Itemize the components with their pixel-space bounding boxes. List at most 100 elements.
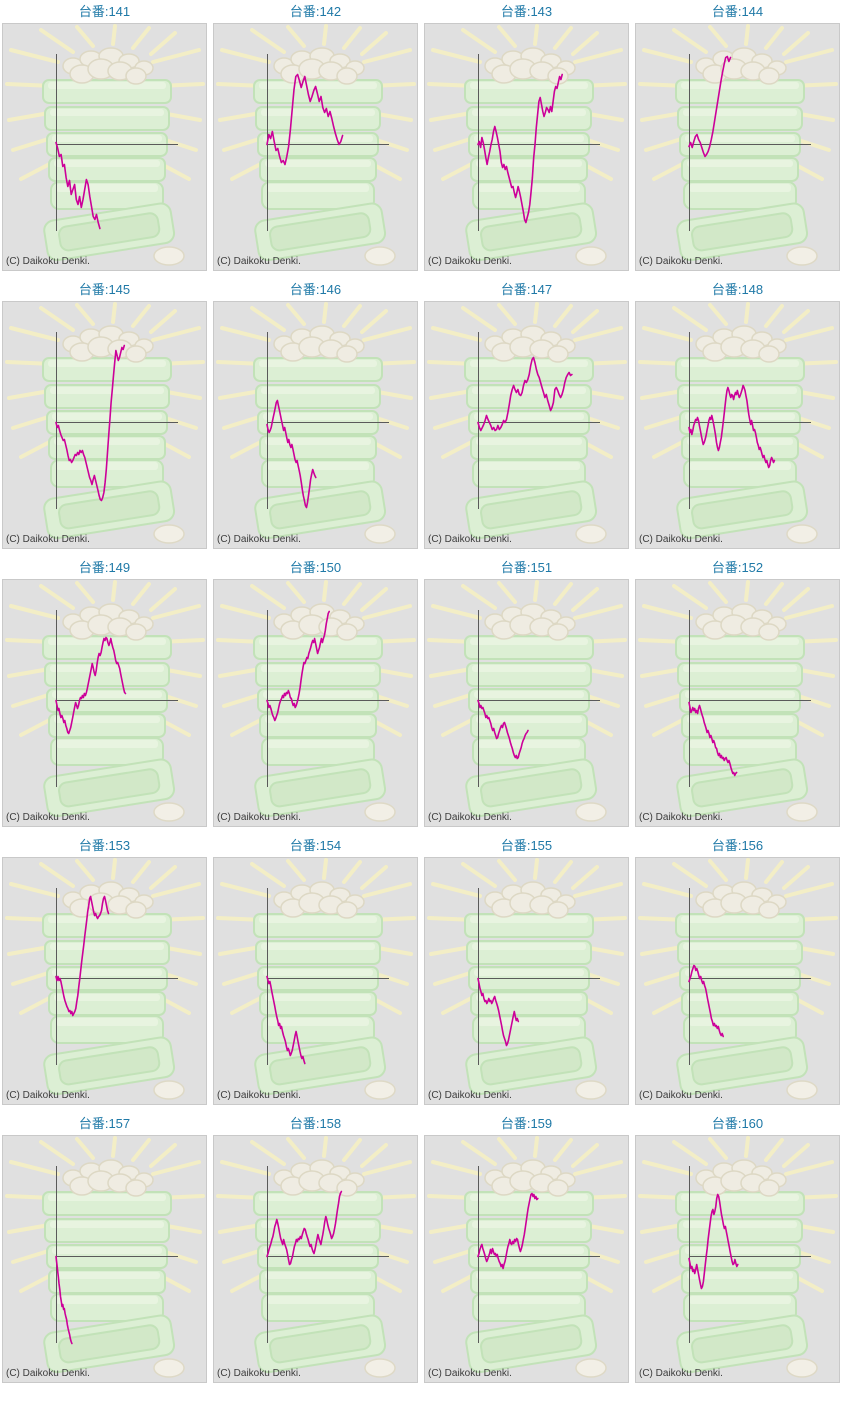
machine-chart-block: 台番:152 (C) Daikoku Denki. — [635, 558, 840, 827]
machine-title[interactable]: 台番:148 — [711, 282, 764, 297]
chart-panel: (C) Daikoku Denki. — [635, 857, 840, 1105]
slump-graph — [427, 858, 627, 1101]
chart-panel: (C) Daikoku Denki. — [213, 579, 418, 827]
slump-graph — [216, 858, 416, 1101]
chart-panel: (C) Daikoku Denki. — [213, 23, 418, 271]
machine-chart-block: 台番:151 (C) Daikoku Denki. — [424, 558, 629, 827]
machine-title[interactable]: 台番:150 — [289, 560, 342, 575]
machine-title[interactable]: 台番:149 — [78, 560, 131, 575]
machine-chart-block: 台番:150 (C) Daikoku Denki. — [213, 558, 418, 827]
machine-title[interactable]: 台番:141 — [78, 4, 131, 19]
machine-title[interactable]: 台番:159 — [500, 1116, 553, 1131]
copyright-label: (C) Daikoku Denki. — [639, 1368, 723, 1379]
slump-line — [477, 699, 529, 760]
chart-panel: (C) Daikoku Denki. — [2, 301, 207, 549]
machine-chart-block: 台番:148 (C) Daikoku Denki. — [635, 280, 840, 549]
copyright-label: (C) Daikoku Denki. — [6, 256, 90, 267]
slump-graph — [638, 302, 838, 545]
chart-panel: (C) Daikoku Denki. — [635, 579, 840, 827]
slump-line — [55, 636, 127, 735]
slump-line — [266, 73, 344, 166]
machine-chart-block: 台番:155 (C) Daikoku Denki. — [424, 836, 629, 1105]
machine-title[interactable]: 台番:153 — [78, 838, 131, 853]
machine-title[interactable]: 台番:157 — [78, 1116, 131, 1131]
copyright-label: (C) Daikoku Denki. — [639, 812, 723, 823]
slump-line — [688, 701, 738, 777]
slump-graph — [638, 858, 838, 1101]
slump-line — [266, 975, 306, 1065]
slump-graph — [5, 580, 205, 823]
slump-line — [477, 73, 563, 224]
copyright-label: (C) Daikoku Denki. — [428, 534, 512, 545]
copyright-label: (C) Daikoku Denki. — [217, 256, 301, 267]
machine-title[interactable]: 台番:151 — [500, 560, 553, 575]
slump-graph — [638, 24, 838, 267]
machine-title[interactable]: 台番:160 — [711, 1116, 764, 1131]
copyright-label: (C) Daikoku Denki. — [428, 1368, 512, 1379]
copyright-label: (C) Daikoku Denki. — [639, 534, 723, 545]
machine-chart-block: 台番:157 (C) Daikoku Denki. — [2, 1114, 207, 1383]
machine-chart-block: 台番:145 (C) Daikoku Denki. — [2, 280, 207, 549]
copyright-label: (C) Daikoku Denki. — [217, 1090, 301, 1101]
chart-panel: (C) Daikoku Denki. — [424, 579, 629, 827]
copyright-label: (C) Daikoku Denki. — [639, 256, 723, 267]
machine-title[interactable]: 台番:145 — [78, 282, 131, 297]
machine-title[interactable]: 台番:147 — [500, 282, 553, 297]
machine-title[interactable]: 台番:154 — [289, 838, 342, 853]
machine-chart-block: 台番:141 (C) Daikoku Denki. — [2, 2, 207, 271]
slump-line — [55, 344, 126, 502]
copyright-label: (C) Daikoku Denki. — [6, 1368, 90, 1379]
chart-panel: (C) Daikoku Denki. — [2, 23, 207, 271]
machine-title[interactable]: 台番:142 — [289, 4, 342, 19]
copyright-label: (C) Daikoku Denki. — [428, 256, 512, 267]
machine-title[interactable]: 台番:144 — [711, 4, 764, 19]
machine-chart-block: 台番:149 (C) Daikoku Denki. — [2, 558, 207, 827]
slump-graph — [427, 302, 627, 545]
slump-line — [477, 1192, 539, 1270]
chart-panel: (C) Daikoku Denki. — [2, 1135, 207, 1383]
slump-line — [55, 141, 101, 230]
machine-chart-block: 台番:144 (C) Daikoku Denki. — [635, 2, 840, 271]
machine-title[interactable]: 台番:158 — [289, 1116, 342, 1131]
chart-panel: (C) Daikoku Denki. — [2, 857, 207, 1105]
machine-chart-block: 台番:147 (C) Daikoku Denki. — [424, 280, 629, 549]
slump-graph — [638, 580, 838, 823]
slump-graph — [427, 1136, 627, 1379]
copyright-label: (C) Daikoku Denki. — [217, 812, 301, 823]
slump-graph — [5, 858, 205, 1101]
slump-line — [55, 1255, 73, 1345]
slump-graph — [638, 1136, 838, 1379]
slump-line — [266, 610, 330, 722]
slump-graph — [216, 1136, 416, 1379]
copyright-label: (C) Daikoku Denki. — [428, 812, 512, 823]
chart-panel: (C) Daikoku Denki. — [213, 857, 418, 1105]
machine-chart-block: 台番:142 (C) Daikoku Denki. — [213, 2, 418, 271]
slump-graph — [5, 24, 205, 267]
chart-panel: (C) Daikoku Denki. — [635, 23, 840, 271]
copyright-label: (C) Daikoku Denki. — [428, 1090, 512, 1101]
chart-panel: (C) Daikoku Denki. — [2, 579, 207, 827]
machine-title[interactable]: 台番:143 — [500, 4, 553, 19]
copyright-label: (C) Daikoku Denki. — [6, 1090, 90, 1101]
chart-panel: (C) Daikoku Denki. — [424, 857, 629, 1105]
slump-graph — [216, 24, 416, 267]
slump-line — [688, 384, 776, 469]
copyright-label: (C) Daikoku Denki. — [639, 1090, 723, 1101]
machine-chart-block: 台番:143 (C) Daikoku Denki. — [424, 2, 629, 271]
machine-chart-block: 台番:153 (C) Daikoku Denki. — [2, 836, 207, 1105]
machine-title[interactable]: 台番:152 — [711, 560, 764, 575]
machine-chart-block: 台番:158 (C) Daikoku Denki. — [213, 1114, 418, 1383]
copyright-label: (C) Daikoku Denki. — [6, 812, 90, 823]
machine-chart-block: 台番:156 (C) Daikoku Denki. — [635, 836, 840, 1105]
slump-graph — [5, 1136, 205, 1379]
machine-title[interactable]: 台番:156 — [711, 838, 764, 853]
copyright-label: (C) Daikoku Denki. — [217, 1368, 301, 1379]
chart-panel: (C) Daikoku Denki. — [213, 1135, 418, 1383]
chart-panel: (C) Daikoku Denki. — [424, 301, 629, 549]
slump-line — [266, 1190, 343, 1266]
slump-line — [688, 964, 724, 1038]
machine-title[interactable]: 台番:155 — [500, 838, 553, 853]
machine-title[interactable]: 台番:146 — [289, 282, 342, 297]
